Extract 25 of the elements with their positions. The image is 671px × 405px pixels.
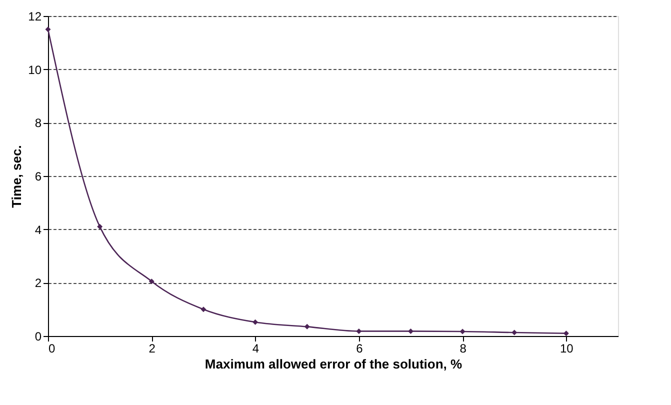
- point: [45, 26, 51, 32]
- point: [252, 319, 258, 325]
- x-tick-label: 4: [252, 342, 260, 356]
- x-tick-label: 0: [48, 342, 56, 356]
- point: [563, 330, 569, 336]
- y-tick-label: 4: [34, 222, 42, 237]
- y-tick-label: 6: [34, 170, 42, 184]
- point: [408, 328, 414, 334]
- y-tick-label: 12: [28, 10, 42, 24]
- x-tick-label: 10: [560, 342, 574, 356]
- y-tick-label: 10: [28, 62, 42, 77]
- y-axis-title: Time, sec.: [9, 145, 24, 208]
- x-tick-label: 6: [356, 342, 364, 356]
- point: [304, 324, 310, 330]
- point: [460, 328, 466, 334]
- y-tick-label: 8: [34, 116, 42, 130]
- y-tick-label: 0: [34, 330, 42, 344]
- x-tick-label: 2: [148, 342, 156, 356]
- point: [200, 306, 206, 312]
- y-tick-label: 2: [34, 276, 42, 290]
- point: [97, 224, 103, 230]
- point: [356, 328, 362, 334]
- point: [148, 278, 154, 284]
- x-axis-title: Maximum allowed error of the solution, %: [204, 356, 463, 372]
- x-tick-label: 8: [460, 342, 467, 356]
